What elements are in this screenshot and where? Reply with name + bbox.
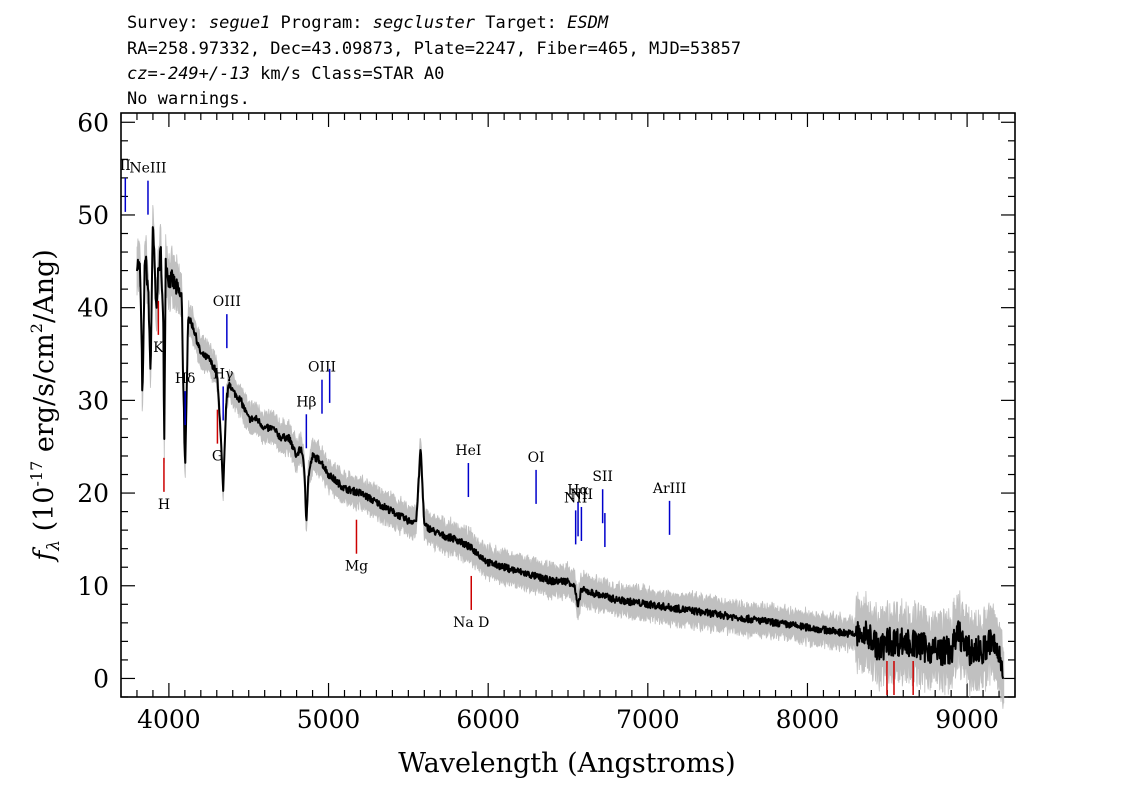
- y-tick-label: 50: [77, 201, 109, 230]
- header-line-2: RA=258.97332, Dec=43.09873, Plate=2247, …: [127, 39, 741, 59]
- emission-line-label: ArIII: [652, 481, 686, 497]
- y-tick-label: 30: [77, 386, 109, 415]
- emission-line-label: HeI: [455, 443, 481, 459]
- header: Survey: segue1 Program: segcluster Targe…: [127, 13, 741, 109]
- y-tick-label: 20: [77, 479, 109, 508]
- emission-line-label: Hγ: [213, 366, 234, 382]
- absorption-line-label: K: [153, 340, 164, 356]
- header-line-1: Survey: segue1 Program: segcluster Targe…: [127, 13, 609, 33]
- x-tick-label: 9000: [935, 705, 999, 734]
- x-tick-label: 8000: [776, 705, 840, 734]
- emission-line-label: NII: [570, 487, 593, 503]
- noise-layer: [136, 205, 1005, 709]
- x-axis-title: Wavelength (Angstroms): [398, 748, 735, 779]
- emission-line-label: NII: [564, 490, 587, 506]
- noise-band: [136, 205, 1005, 709]
- absorption-line-label: Mg: [345, 559, 368, 575]
- y-tick-label: 0: [93, 664, 109, 693]
- emission-line-label: II: [120, 158, 131, 174]
- target-value: ESDM: [567, 13, 609, 33]
- absorption-line-label: H: [158, 497, 170, 513]
- survey-value: segue1: [209, 13, 270, 33]
- emission-line-label: Hα: [567, 482, 589, 498]
- y-tick-label: 40: [77, 294, 109, 323]
- flux-line: [136, 226, 1005, 679]
- absorption-line-label: G: [212, 449, 223, 465]
- emission-line-label: OIII: [308, 360, 336, 376]
- emission-line-label: Hβ: [296, 394, 316, 410]
- emission-line-label: SII: [592, 469, 613, 485]
- emission-line-label: OI: [528, 450, 545, 466]
- absorption-line-label: Na D: [453, 615, 489, 631]
- x-tick-label: 7000: [616, 705, 680, 734]
- header-line-3: cz=-249+/-13 km/s Class=STAR A0: [127, 64, 444, 84]
- y-tick-label: 60: [77, 108, 109, 137]
- emission-line-label: NeIII: [129, 161, 166, 177]
- x-tick-label: 6000: [456, 705, 520, 734]
- y-axis-title: fλ (10-17 erg/s/cm2/Ang): [27, 249, 64, 563]
- emission-line-label: OIII: [213, 294, 241, 310]
- emission-line-label: Hδ: [175, 371, 196, 387]
- flux-layer: [136, 226, 1005, 679]
- y-tick-label: 10: [77, 572, 109, 601]
- header-line-4: No warnings.: [127, 89, 250, 109]
- x-tick-label: 4000: [137, 705, 201, 734]
- x-tick-label: 5000: [297, 705, 361, 734]
- tick-labels: 4000 5000 6000 7000 8000 9000 0 10 20 30 40 50 60: [77, 108, 999, 734]
- program-value: segcluster: [373, 13, 476, 33]
- cz-label: cz=: [127, 64, 158, 84]
- cz-value: -249+/-13: [158, 64, 250, 84]
